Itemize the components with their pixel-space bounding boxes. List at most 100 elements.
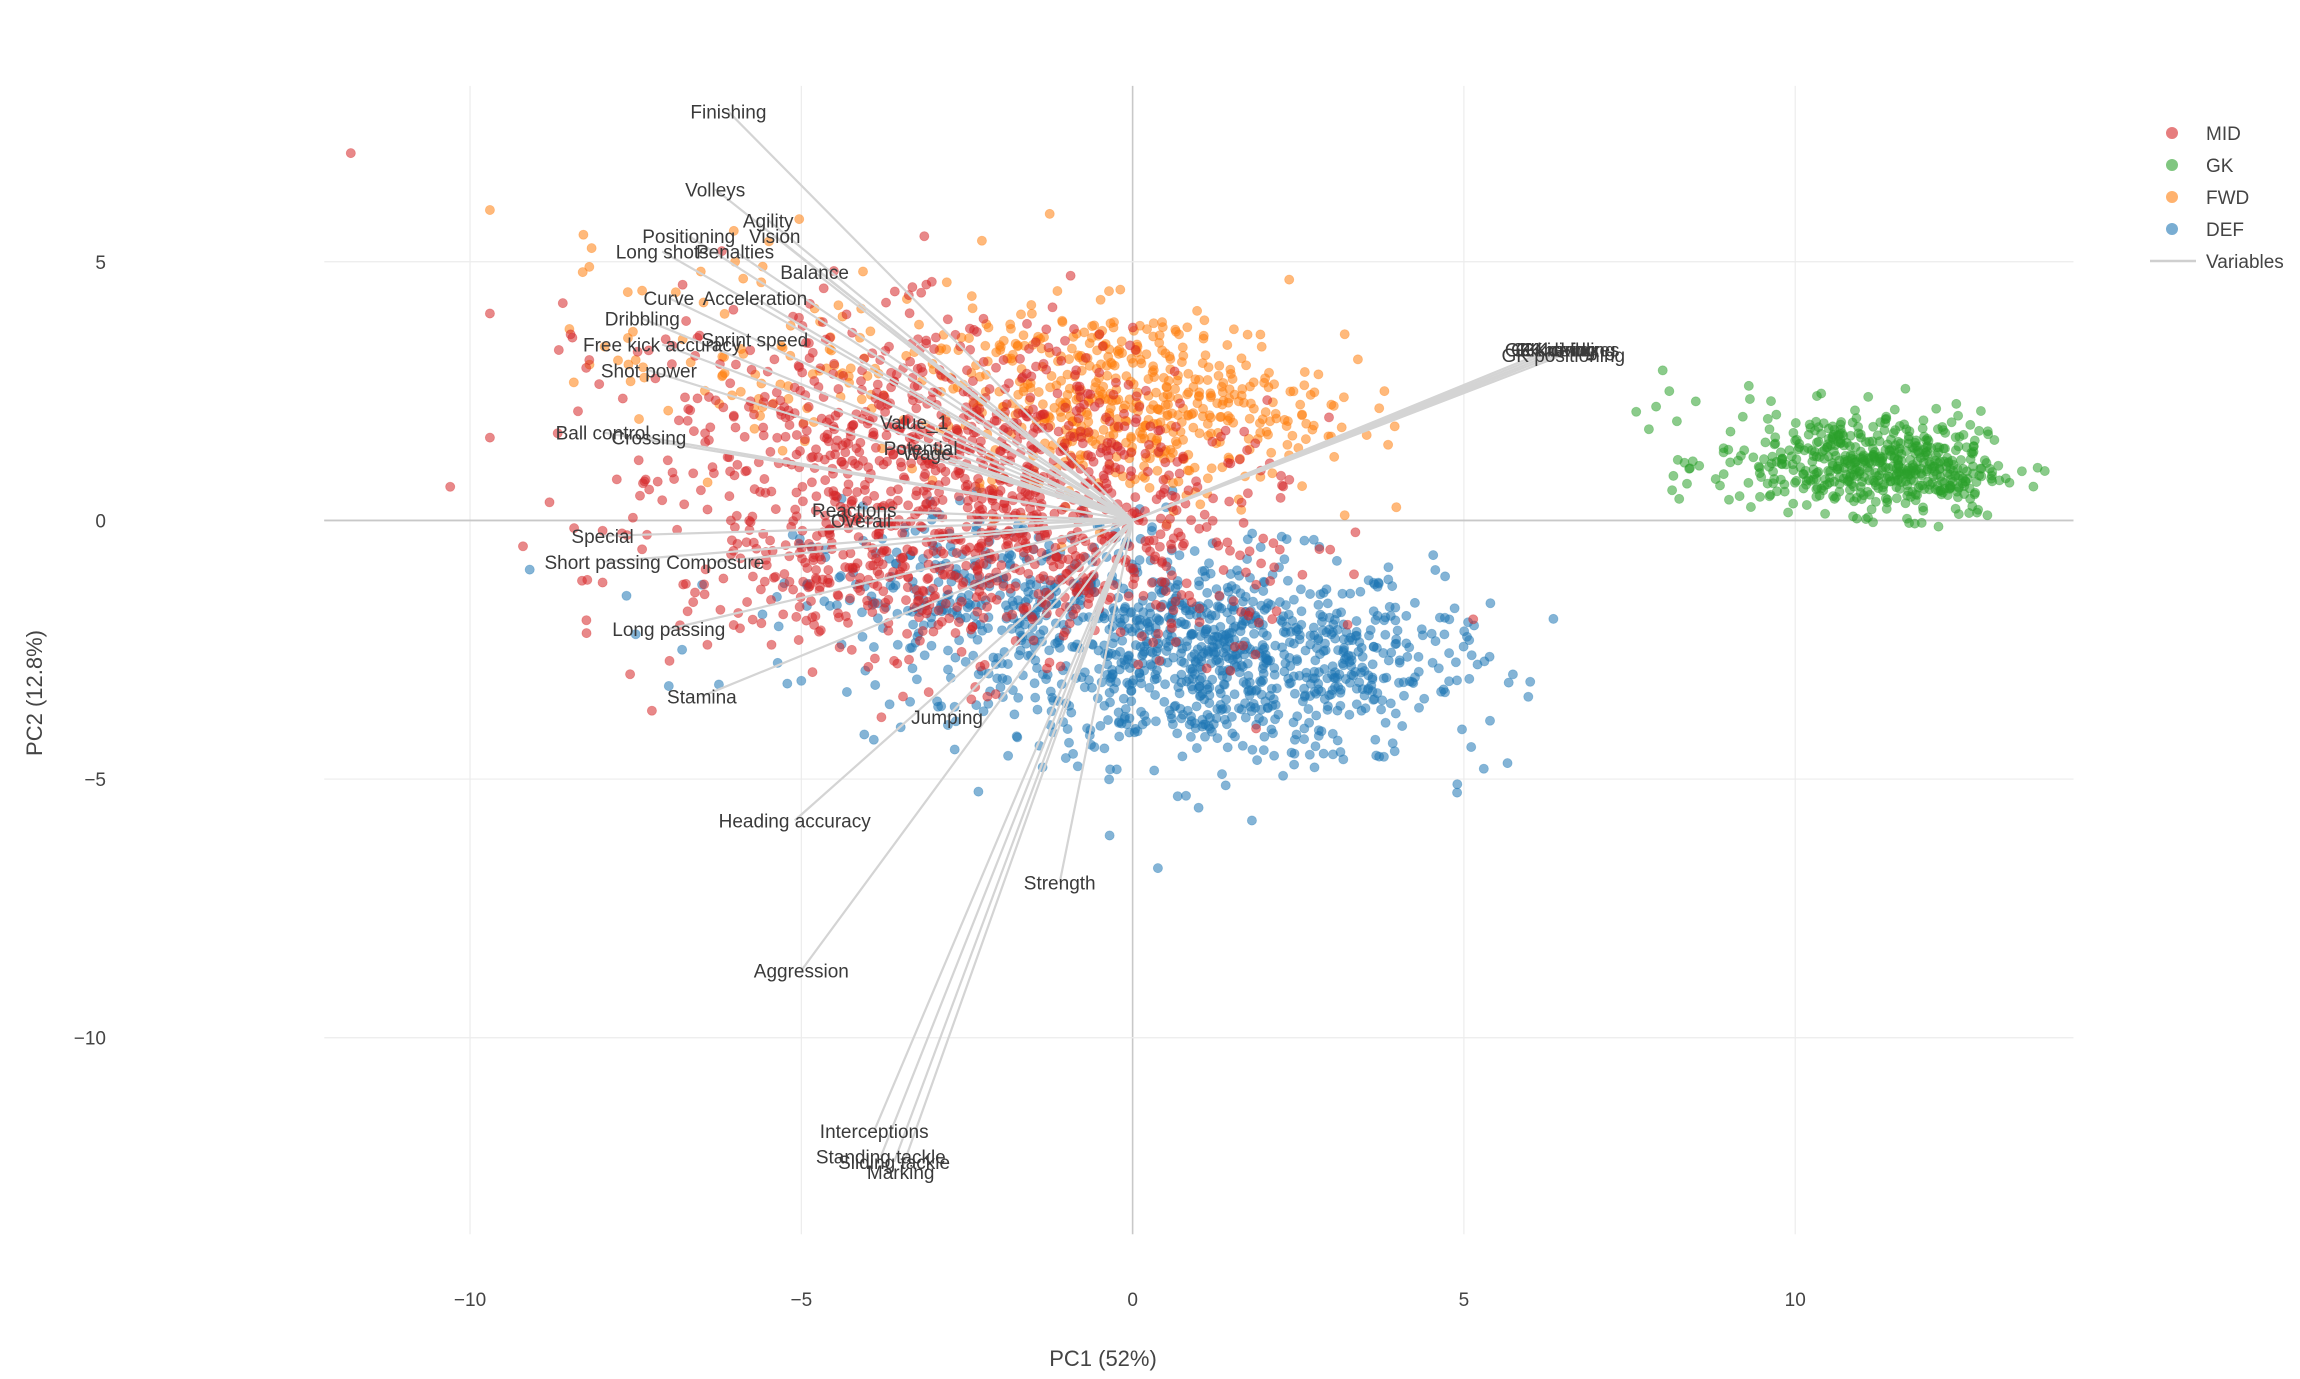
point-gk bbox=[1966, 420, 1975, 429]
point-mid bbox=[730, 523, 739, 532]
point-mid bbox=[1245, 547, 1254, 556]
legend-item-mid[interactable]: MID bbox=[2166, 124, 2241, 145]
point-mid bbox=[812, 492, 821, 501]
point-mid bbox=[824, 487, 833, 496]
point-mid bbox=[1219, 565, 1228, 574]
point-def bbox=[889, 583, 898, 592]
point-fwd bbox=[1179, 435, 1188, 444]
point-fwd bbox=[1340, 511, 1349, 520]
point-gk bbox=[1761, 438, 1770, 447]
point-mid bbox=[975, 587, 984, 596]
point-mid bbox=[1259, 534, 1268, 543]
point-mid bbox=[1229, 597, 1238, 606]
point-gk bbox=[1766, 397, 1775, 406]
legend-item-fwd[interactable]: FWD bbox=[2166, 188, 2249, 209]
point-fwd bbox=[1113, 347, 1122, 356]
point-mid bbox=[860, 480, 869, 489]
point-def bbox=[1429, 551, 1438, 560]
point-mid bbox=[518, 542, 527, 551]
point-def bbox=[1200, 732, 1209, 741]
point-def bbox=[1467, 651, 1476, 660]
point-def bbox=[1485, 652, 1494, 661]
point-mid bbox=[1161, 587, 1170, 596]
point-mid bbox=[680, 393, 689, 402]
point-mid bbox=[1066, 271, 1075, 280]
point-def bbox=[1296, 585, 1305, 594]
legend-item-gk[interactable]: GK bbox=[2166, 156, 2234, 177]
point-mid bbox=[1195, 618, 1204, 627]
point-fwd bbox=[1084, 417, 1093, 426]
point-mid bbox=[957, 597, 966, 606]
point-fwd bbox=[1153, 466, 1162, 475]
point-def bbox=[1380, 616, 1389, 625]
point-mid bbox=[983, 692, 992, 701]
point-def bbox=[1117, 658, 1126, 667]
point-mid bbox=[785, 552, 794, 561]
point-mid bbox=[870, 654, 879, 663]
point-def bbox=[1403, 652, 1412, 661]
point-gk bbox=[1755, 492, 1764, 501]
point-fwd bbox=[1144, 374, 1153, 383]
point-def bbox=[1328, 729, 1337, 738]
legend-item-variables[interactable]: Variables bbox=[2150, 252, 2284, 273]
point-mid bbox=[1069, 432, 1078, 441]
point-mid bbox=[740, 432, 749, 441]
point-mid bbox=[954, 618, 963, 627]
point-gk bbox=[1745, 394, 1754, 403]
point-mid bbox=[1075, 382, 1084, 391]
point-gk bbox=[1668, 486, 1677, 495]
point-def bbox=[893, 640, 902, 649]
point-mid bbox=[742, 466, 751, 475]
point-def bbox=[1379, 648, 1388, 657]
point-mid bbox=[1134, 660, 1143, 669]
point-mid bbox=[1157, 577, 1166, 586]
point-def bbox=[1369, 607, 1378, 616]
point-def bbox=[1124, 652, 1133, 661]
point-gk bbox=[1807, 446, 1816, 455]
point-gk bbox=[1965, 508, 1974, 517]
legend-label-mid: MID bbox=[2206, 124, 2241, 145]
variable-label-long-shots: Long shots bbox=[616, 242, 709, 263]
point-mid bbox=[1208, 437, 1217, 446]
point-def bbox=[1096, 721, 1105, 730]
point-mid bbox=[729, 412, 738, 421]
point-gk bbox=[1789, 466, 1798, 475]
point-mid bbox=[946, 570, 955, 579]
point-mid bbox=[819, 284, 828, 293]
point-mid bbox=[1351, 528, 1360, 537]
point-mid bbox=[1193, 482, 1202, 491]
point-def bbox=[1187, 652, 1196, 661]
point-mid bbox=[839, 460, 848, 469]
point-mid bbox=[991, 690, 1000, 699]
point-gk bbox=[1976, 406, 1985, 415]
point-mid bbox=[904, 501, 913, 510]
point-mid bbox=[951, 628, 960, 637]
point-fwd bbox=[1286, 387, 1295, 396]
point-mid bbox=[1173, 457, 1182, 466]
legend-item-def[interactable]: DEF bbox=[2166, 220, 2244, 241]
point-mid bbox=[1095, 398, 1104, 407]
point-def bbox=[1336, 701, 1345, 710]
point-def bbox=[1385, 602, 1394, 611]
point-gk bbox=[1685, 464, 1694, 473]
point-mid bbox=[653, 477, 662, 486]
variable-label-free-kick-accuracy: Free kick accuracy bbox=[583, 336, 742, 357]
point-mid bbox=[1276, 471, 1285, 480]
point-mid bbox=[708, 463, 717, 472]
legend[interactable]: MID GK FWD DEF Variables bbox=[2150, 124, 2284, 273]
point-fwd bbox=[1104, 352, 1113, 361]
point-mid bbox=[846, 572, 855, 581]
point-def bbox=[1431, 565, 1440, 574]
point-def bbox=[1282, 535, 1291, 544]
point-gk bbox=[1828, 458, 1837, 467]
point-def bbox=[1190, 719, 1199, 728]
x-tick-label: −10 bbox=[454, 1290, 486, 1311]
point-gk bbox=[1772, 410, 1781, 419]
point-mid bbox=[583, 575, 592, 584]
point-gk bbox=[1845, 442, 1854, 451]
point-def bbox=[1373, 582, 1382, 591]
point-def bbox=[1262, 604, 1271, 613]
point-def bbox=[1254, 714, 1263, 723]
point-fwd bbox=[578, 268, 587, 277]
point-mid bbox=[808, 348, 817, 357]
